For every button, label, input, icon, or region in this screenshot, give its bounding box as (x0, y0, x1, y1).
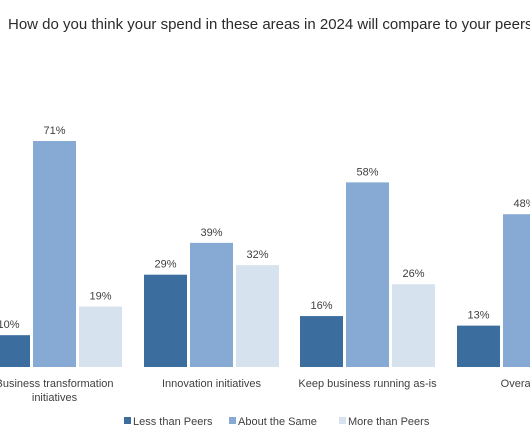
value-label-2-1: 29% (154, 259, 176, 271)
legend-swatch-3 (339, 417, 346, 424)
bar-4-1 (457, 325, 500, 367)
bar-1-2 (33, 141, 76, 367)
bar-2-1 (144, 274, 187, 367)
bar-3-3 (392, 284, 435, 367)
value-label-1-3: 19% (89, 291, 111, 303)
legend-label-1: Less than Peers (133, 416, 213, 428)
category-label-4: Overall IT (501, 378, 530, 390)
chart-title: How do you think your spend in these are… (8, 16, 530, 33)
category-label-3: Keep business running as-is (298, 378, 437, 390)
category-label-1-line-1: Business transformation (0, 378, 114, 390)
category-label-2: Innovation initiatives (162, 378, 262, 390)
legend-label-3: More than Peers (348, 416, 430, 428)
bar-1-3 (79, 306, 122, 367)
value-label-1-2: 71% (43, 125, 65, 137)
legend-swatch-2 (229, 417, 236, 424)
bar-1-1 (0, 335, 30, 367)
value-label-3-2: 58% (356, 166, 378, 178)
bar-3-1 (300, 316, 343, 367)
value-label-3-1: 16% (310, 300, 332, 312)
bar-2-2 (190, 242, 233, 367)
value-label-3-3: 26% (402, 268, 424, 280)
value-label-2-2: 39% (200, 227, 222, 239)
bar-2-3 (236, 265, 279, 367)
bar-4-2 (503, 214, 530, 367)
legend-swatch-1 (124, 417, 131, 424)
category-label-1-line-2: initiatives (32, 392, 78, 404)
value-label-4-1: 13% (467, 310, 489, 322)
legend-label-2: About the Same (238, 416, 317, 428)
value-label-1-1: 10% (0, 319, 20, 331)
value-label-2-3: 32% (246, 249, 268, 261)
bar-3-2 (346, 182, 389, 367)
value-label-4-2: 48% (513, 198, 530, 210)
